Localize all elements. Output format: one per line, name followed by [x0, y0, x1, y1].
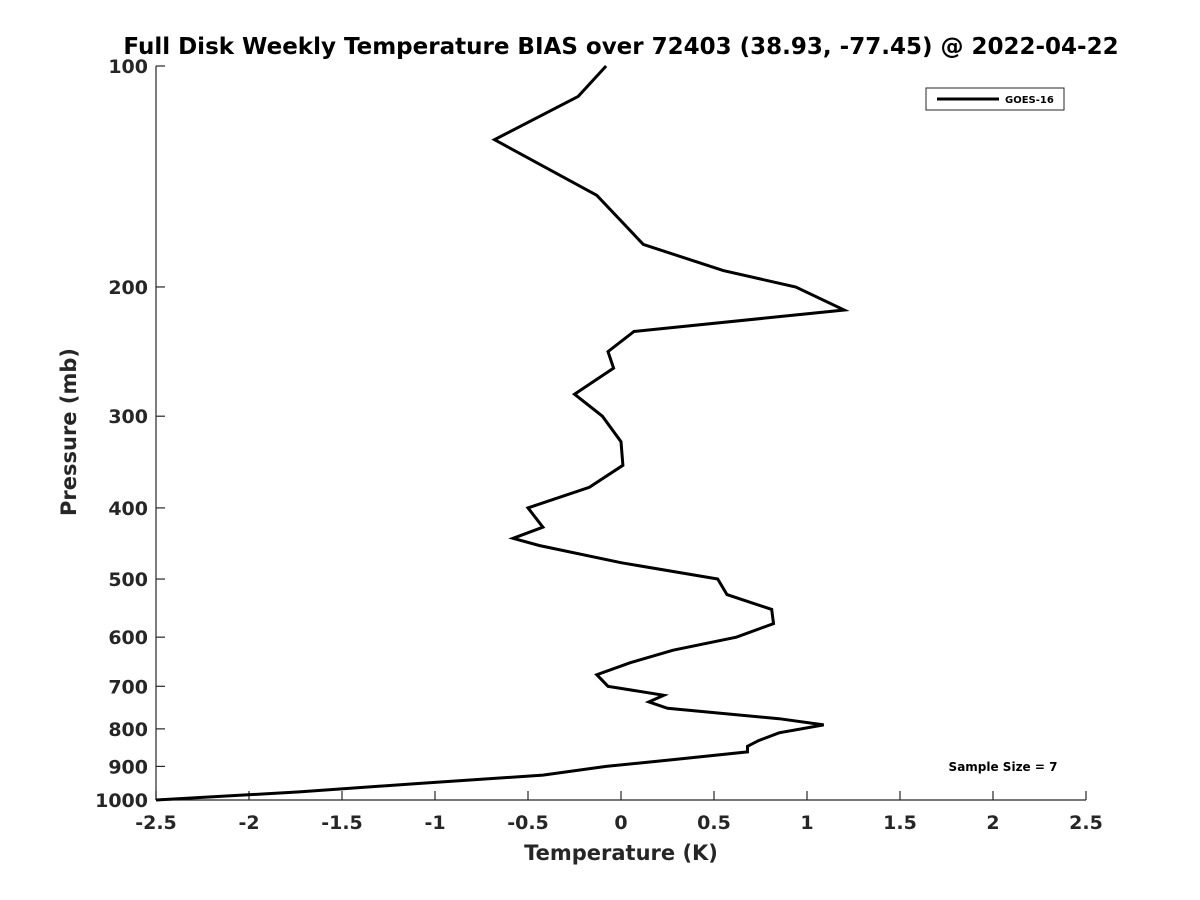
y-axis-label: Pressure (mb) — [57, 348, 81, 516]
series-line-goes-16 — [155, 64, 850, 802]
x-tick-label: -1 — [424, 812, 445, 834]
x-axis-ticks: -2.5 -2 -1.5 -1 -0.5 0 0.5 1 1.5 2 2.5 — [135, 791, 1103, 834]
chart-title: Full Disk Weekly Temperature BIAS over 7… — [123, 34, 1118, 60]
x-axis-label: Temperature (K) — [524, 841, 718, 865]
x-tick-label: 2.5 — [1069, 812, 1103, 834]
x-tick-label: -2.5 — [135, 812, 177, 834]
y-tick-label: 400 — [108, 498, 148, 520]
y-tick-label: 900 — [108, 756, 148, 778]
y-tick-label: 800 — [108, 719, 148, 741]
y-axis-ticks: 100 200 300 400 500 600 700 800 900 1000 — [95, 56, 165, 812]
y-tick-label: 300 — [108, 406, 148, 428]
legend: GOES-16 — [925, 87, 1065, 111]
x-tick-label: 2 — [986, 812, 999, 834]
y-tick-label: 1000 — [95, 790, 148, 812]
y-tick-label: 500 — [108, 569, 148, 591]
y-tick-label: 100 — [108, 56, 148, 78]
x-tick-label: -2 — [238, 812, 259, 834]
series-lines — [155, 64, 850, 802]
x-tick-label: -0.5 — [507, 812, 549, 834]
y-tick-label: 600 — [108, 627, 148, 649]
x-tick-label: 1.5 — [883, 812, 917, 834]
x-tick-label: 0.5 — [697, 812, 731, 834]
y-tick-label: 200 — [108, 277, 148, 299]
sample-size-annotation: Sample Size = 7 — [949, 760, 1058, 774]
y-tick-label: 700 — [108, 676, 148, 698]
x-tick-label: 0 — [614, 812, 627, 834]
x-tick-label: 1 — [800, 812, 813, 834]
x-tick-label: -1.5 — [321, 812, 363, 834]
legend-entry-label: GOES-16 — [1005, 95, 1054, 106]
